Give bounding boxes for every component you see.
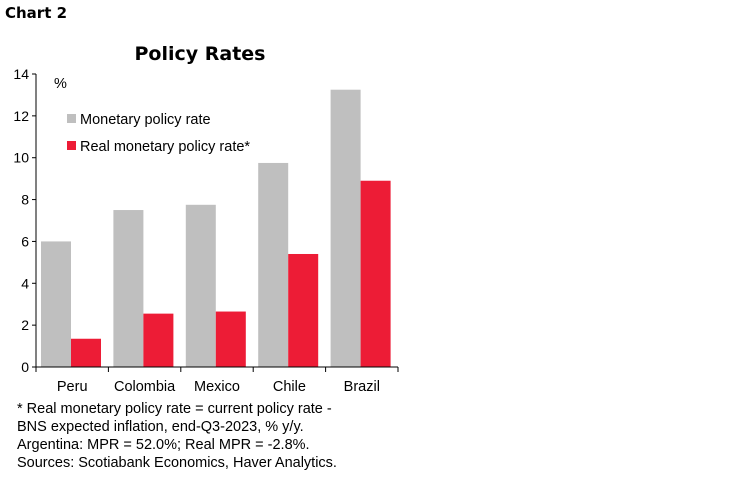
y-tick-label: 2 [21,317,29,333]
x-category-label: Colombia [114,379,176,395]
bar-real-policy-rate [215,311,246,367]
legend: Monetary policy rate Real monetary policy… [67,112,250,155]
legend-swatch [67,141,76,150]
footnote-line: * Real monetary policy rate = current po… [17,401,332,417]
bar-real-policy-rate [71,338,101,367]
bars [41,89,391,368]
legend-swatch [67,114,76,123]
bar-real-policy-rate [360,180,391,367]
footnote-line: Argentina: MPR = 52.0%; Real MPR = -2.8%… [17,437,310,453]
bar-real-policy-rate [143,313,174,367]
bar-real-policy-rate [288,253,319,367]
chart-number: Chart 2 [5,4,68,22]
x-axis-categories: Peru Colombia Mexico Chile Brazil [57,379,380,395]
y-tick-label: 0 [21,359,29,375]
y-tick-label: 4 [21,275,29,291]
legend-label: Real monetary policy rate* [80,139,250,155]
policy-rates-chart: Policy Rates % 0 2 4 6 8 10 12 14 Peru Colombia M… [13,43,399,395]
bar-monetary-policy-rate [41,241,71,367]
chart-title: Policy Rates [135,43,266,65]
y-axis-ticks: 0 2 4 6 8 10 12 14 [13,66,36,375]
x-category-label: Brazil [344,379,380,395]
y-tick-label: 6 [21,233,29,249]
y-tick-label: 10 [13,150,29,166]
x-category-label: Chile [273,379,306,395]
legend-label: Monetary policy rate [80,112,211,128]
bar-monetary-policy-rate [113,210,144,367]
y-tick-label: 8 [21,192,29,208]
footnote-line: BNS expected inflation, end-Q3-2023, % y… [17,419,304,435]
y-tick-label: 14 [13,66,29,82]
bar-monetary-policy-rate [330,89,361,368]
x-category-label: Peru [57,379,88,395]
y-axis-unit: % [54,76,67,92]
y-tick-label: 12 [13,108,29,124]
axes [35,74,399,372]
x-category-label: Mexico [194,379,240,395]
footnote-line: Sources: Scotiabank Economics, Haver Ana… [17,455,337,471]
bar-monetary-policy-rate [185,204,216,367]
footnote: * Real monetary policy rate = current po… [17,400,337,472]
bar-monetary-policy-rate [258,162,289,367]
